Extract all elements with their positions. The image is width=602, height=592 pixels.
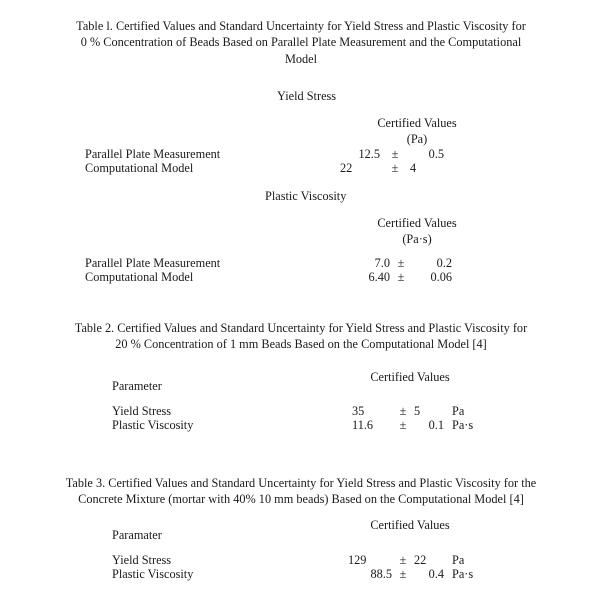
row-uncertainty: 0.5 <box>428 147 444 161</box>
row-value: 22 <box>340 161 353 175</box>
table-3-block: Table 3. Certified Values and Standard U… <box>0 475 602 508</box>
plus-minus-symbol: ± <box>399 418 407 432</box>
row-uncertainty: 4 <box>410 161 417 175</box>
row-label: Computational Model <box>85 270 194 284</box>
row-uncertainty: 0.1 <box>428 418 444 432</box>
plus-minus-symbol: ± <box>399 404 407 418</box>
column-header-label: Certified Values <box>370 518 450 532</box>
row-label: Parallel Plate Measurement <box>85 147 221 161</box>
caption-line: 20 % Concentration of 1 mm Beads Based o… <box>115 337 487 352</box>
column-header-label: Certified Values <box>370 370 450 384</box>
row-uncertainty: 0.2 <box>436 256 452 270</box>
plus-minus-symbol: ± <box>391 147 399 161</box>
column-header-unit: (Pa) <box>406 131 428 146</box>
table-3-caption: Table 3. Certified Values and Standard U… <box>0 475 602 508</box>
caption-line: Concrete Mixture (mortar with 40% 10 mm … <box>78 492 524 507</box>
column-header-table-3: Certified Values <box>340 518 480 534</box>
plus-minus-symbol: ± <box>391 161 399 175</box>
table-row: Plastic Viscosity 88.5 ± 0.4 Pa·s <box>0 567 602 582</box>
table-row: Plastic Viscosity 11.6 ± 0.1 Pa·s <box>0 418 602 433</box>
table-1-caption: Table l. Certified Values and Standard U… <box>0 18 602 67</box>
row-value: 35 <box>352 404 365 418</box>
caption-line: Table l. Certified Values and Standard U… <box>76 19 526 33</box>
plus-minus-symbol: ± <box>397 256 405 270</box>
row-unit: Pa <box>452 404 465 418</box>
column-header-unit: (Pa·s) <box>402 231 432 246</box>
table-row: Parallel Plate Measurement 7.0 ± 0.2 <box>0 256 602 271</box>
column-header-yield-stress: Certified Values (Pa) <box>352 116 482 148</box>
parameter-column-heading: Paramater <box>112 528 162 542</box>
column-header-table-2: Certified Values <box>340 370 480 386</box>
row-value: 7.0 <box>374 256 390 270</box>
row-label: Yield Stress <box>112 553 172 567</box>
plus-minus-symbol: ± <box>397 270 405 284</box>
table-row: Computational Model 6.40 ± 0.06 <box>0 270 602 285</box>
caption-line: Model <box>284 51 318 66</box>
table-2-caption: Table 2. Certified Values and Standard U… <box>0 320 602 353</box>
table-row: Parallel Plate Measurement 12.5 ± 0.5 <box>0 147 602 162</box>
column-header-label: Certified Values <box>377 116 457 130</box>
row-value: 88.5 <box>370 567 392 581</box>
column-header-plastic-viscosity: Certified Values (Pa·s) <box>352 216 482 248</box>
table-row: Yield Stress 35 ± 5 Pa <box>0 404 602 419</box>
row-uncertainty: 5 <box>414 404 421 418</box>
column-header-label: Certified Values <box>377 216 457 230</box>
row-unit: Pa·s <box>452 567 474 581</box>
row-value: 11.6 <box>352 418 374 432</box>
parameter-column-heading: Parameter <box>112 379 162 393</box>
table-1-block: Table l. Certified Values and Standard U… <box>0 18 602 67</box>
row-label: Plastic Viscosity <box>112 567 194 581</box>
plus-minus-symbol: ± <box>399 553 407 567</box>
row-value: 6.40 <box>368 270 390 284</box>
section-heading-plastic-viscosity: Plastic Viscosity <box>265 189 347 203</box>
row-label: Yield Stress <box>112 404 172 418</box>
caption-line: Table 3. Certified Values and Standard U… <box>65 476 537 490</box>
section-heading-yield-stress: Yield Stress <box>277 89 337 103</box>
row-label: Parallel Plate Measurement <box>85 256 221 270</box>
row-unit: Pa·s <box>452 418 474 432</box>
caption-line: Table 2. Certified Values and Standard U… <box>74 321 528 335</box>
row-label: Plastic Viscosity <box>112 418 194 432</box>
row-uncertainty: 0.4 <box>428 567 444 581</box>
row-uncertainty: 22 <box>414 553 427 567</box>
row-value: 129 <box>348 553 367 567</box>
plus-minus-symbol: ± <box>399 567 407 581</box>
caption-line: 0 % Concentration of Beads Based on Para… <box>80 35 522 50</box>
table-row: Computational Model 22 ± 4 <box>0 161 602 176</box>
row-value: 12.5 <box>358 147 380 161</box>
table-row: Yield Stress 129 ± 22 Pa <box>0 553 602 568</box>
row-uncertainty: 0.06 <box>430 270 452 284</box>
row-label: Computational Model <box>85 161 194 175</box>
row-unit: Pa <box>452 553 465 567</box>
table-2-block: Table 2. Certified Values and Standard U… <box>0 320 602 353</box>
